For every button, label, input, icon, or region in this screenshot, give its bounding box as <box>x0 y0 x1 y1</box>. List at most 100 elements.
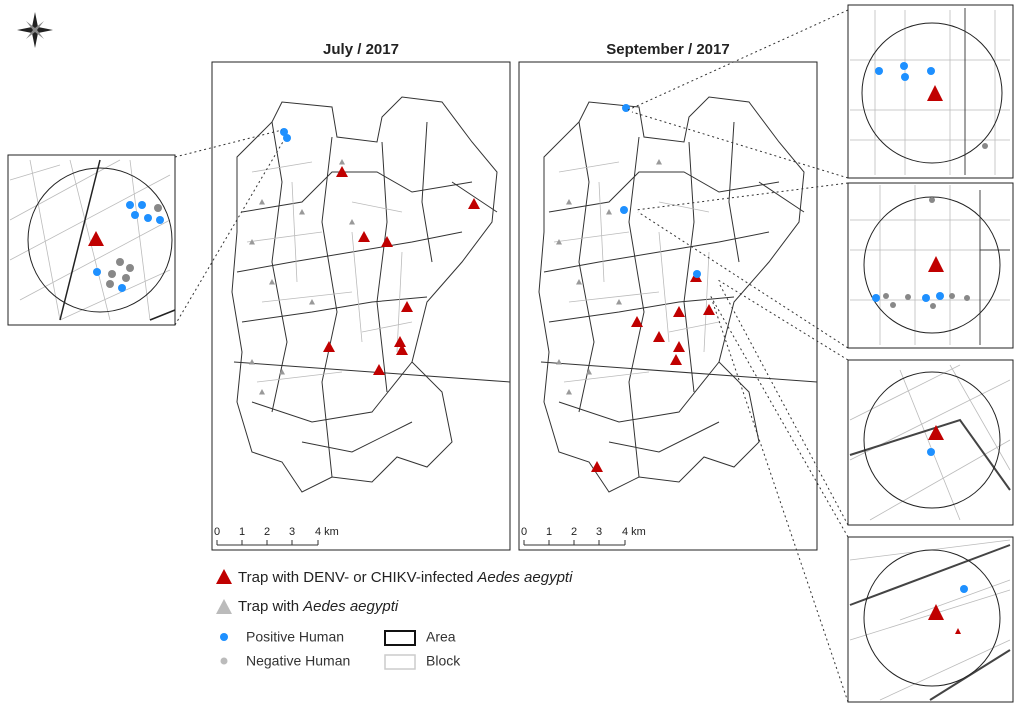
circle <box>622 104 630 112</box>
circle <box>890 302 896 308</box>
g <box>872 292 944 302</box>
legend-label: Area <box>426 629 456 645</box>
circle <box>875 67 883 75</box>
circle <box>863 549 1001 687</box>
legend-label: Negative Human <box>246 653 350 669</box>
path <box>928 425 944 440</box>
g <box>93 201 164 292</box>
label: 4 km <box>622 526 646 538</box>
label: 3 <box>596 526 602 538</box>
circle <box>929 197 935 203</box>
inset <box>847 536 1014 703</box>
rect <box>384 630 416 646</box>
g <box>106 204 162 288</box>
circle <box>122 274 130 282</box>
legend-species: Aedes aegypti <box>302 598 399 615</box>
path <box>26 21 44 39</box>
circle <box>927 67 935 75</box>
circle <box>872 294 880 302</box>
label: 2 <box>571 526 577 538</box>
dash <box>717 279 849 526</box>
label: 0 <box>214 526 220 538</box>
circle <box>863 371 1001 509</box>
inset <box>847 182 1014 349</box>
frame <box>847 182 1014 349</box>
circle <box>93 268 101 276</box>
path <box>216 569 232 584</box>
circle <box>220 633 228 641</box>
circle <box>108 270 116 278</box>
frame <box>847 359 1014 526</box>
label: 4 km <box>315 526 339 538</box>
scale-bar: 0 1 2 3 4 km 0 1 2 3 4 km <box>214 526 646 538</box>
circle <box>283 134 291 142</box>
frame <box>211 61 511 551</box>
dash <box>635 182 849 349</box>
label: 0 <box>521 526 527 538</box>
rect <box>384 654 416 670</box>
circle <box>930 303 936 309</box>
label: 2 <box>264 526 270 538</box>
dash <box>709 294 849 703</box>
circle <box>901 73 909 81</box>
circle <box>693 270 701 278</box>
path <box>927 85 943 101</box>
circle <box>922 294 930 302</box>
path <box>849 544 1011 701</box>
circle <box>131 211 139 219</box>
circle <box>220 657 228 665</box>
inset <box>847 4 1014 179</box>
circle <box>960 585 968 593</box>
compass <box>17 12 53 48</box>
circle <box>905 294 911 300</box>
circle <box>144 214 152 222</box>
label: 1 <box>546 526 552 538</box>
path <box>979 190 1010 345</box>
circle <box>883 293 889 299</box>
circle <box>982 143 988 149</box>
label: 1 <box>239 526 245 538</box>
legend-label: Block <box>426 653 461 669</box>
circle <box>620 206 628 214</box>
circle <box>156 216 164 224</box>
legend-label: Positive Human <box>246 629 344 645</box>
leg: Trap with Aedes aegypti <box>238 598 399 615</box>
blk <box>849 364 1011 521</box>
inset <box>847 359 1014 526</box>
circle <box>936 292 944 300</box>
circle <box>154 204 162 212</box>
circle <box>106 280 114 288</box>
path <box>88 231 104 246</box>
circle <box>138 201 146 209</box>
legend-label: Trap with DENV- or CHIKV-infected <box>238 569 473 586</box>
blk <box>9 159 171 321</box>
path <box>928 604 944 620</box>
legend: Trap with DENV- or CHIKV-infected Aedes a… <box>216 569 573 670</box>
circle <box>949 293 955 299</box>
frame <box>847 4 1014 179</box>
connector <box>174 9 849 703</box>
circle <box>861 22 1003 164</box>
map-panel <box>211 61 511 551</box>
path <box>216 599 232 614</box>
leg: Trap with DENV- or CHIKV-infected Aedes a… <box>238 569 573 586</box>
dash <box>627 9 849 179</box>
inset <box>7 154 176 326</box>
path <box>928 256 944 272</box>
g <box>883 197 970 309</box>
blk <box>850 10 1010 175</box>
circle <box>964 295 970 301</box>
legend-label: Trap with <box>238 598 299 615</box>
g <box>875 62 935 81</box>
dash <box>174 129 285 326</box>
path <box>523 540 626 546</box>
circle <box>927 448 935 456</box>
path <box>59 159 176 321</box>
circle <box>116 258 124 266</box>
circle <box>27 167 173 313</box>
circle <box>126 201 134 209</box>
blk <box>850 185 1010 345</box>
path <box>216 540 319 546</box>
map-panel <box>518 61 818 551</box>
